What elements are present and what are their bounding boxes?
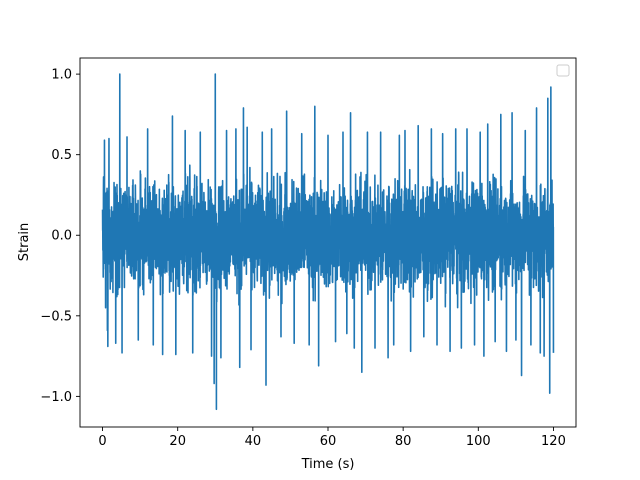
- x-tick-label: 120: [541, 434, 566, 449]
- x-tick-label: 80: [395, 434, 412, 449]
- x-tick-label: 60: [320, 434, 337, 449]
- y-tick-label: −1.0: [40, 390, 72, 405]
- x-tick-label: 20: [169, 434, 186, 449]
- x-tick-label: 0: [98, 434, 106, 449]
- x-axis-label: Time (s): [301, 457, 355, 472]
- plot-area: [101, 73, 555, 411]
- y-tick-label: 1.0: [51, 68, 72, 83]
- x-tick-label: 40: [245, 434, 262, 449]
- y-tick-label: 0.5: [51, 148, 72, 163]
- y-tick-label: −0.5: [40, 309, 72, 324]
- strain-series-line: [101, 73, 555, 411]
- legend-box: [556, 64, 570, 77]
- x-tick-label: 100: [466, 434, 491, 449]
- x-axis-ticks: 0 20 40 60 80 100 120: [98, 427, 566, 449]
- y-tick-label: 0.0: [51, 229, 72, 244]
- y-axis-ticks: −1.0 −0.5 0.0 0.5 1.0: [40, 68, 80, 405]
- y-axis-label: Strain: [17, 223, 32, 262]
